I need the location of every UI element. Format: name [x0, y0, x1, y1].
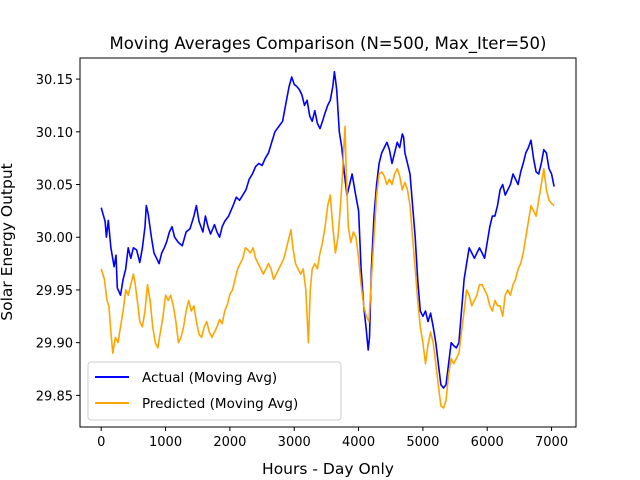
y-tick-label: 30.15	[36, 73, 73, 88]
legend-box	[87, 361, 342, 421]
y-tick-label: 29.85	[36, 389, 73, 404]
plot-frame	[79, 57, 577, 428]
series-line-predicted	[100, 125, 555, 409]
y-tick-label: 29.95	[36, 284, 73, 299]
x-tick-label: 3000	[278, 435, 311, 450]
x-tick-label: 1000	[149, 435, 182, 450]
x-tick-label: 2000	[213, 435, 246, 450]
x-tick-label: 6000	[471, 435, 504, 450]
y-axis: 29.85 29.90 29.95 30.00 30.05 30.10 30.15	[36, 73, 80, 404]
y-tick-label: 30.10	[36, 126, 73, 141]
x-tick-label: 5000	[406, 435, 439, 450]
x-tick-label: 4000	[342, 435, 375, 450]
x-axis-label: Hours - Day Only	[262, 460, 394, 478]
chart-title: Moving Averages Comparison (N=500, Max_I…	[110, 34, 547, 54]
legend-label-predicted: Predicted (Moving Avg)	[142, 396, 298, 412]
x-tick-label: 0	[97, 435, 105, 450]
series-layer	[100, 70, 555, 409]
y-tick-label: 30.00	[36, 231, 73, 246]
y-tick-label: 29.90	[36, 337, 73, 352]
y-axis-label: Solar Energy Output	[0, 163, 16, 320]
legend: Actual (Moving Avg) Predicted (Moving Av…	[87, 361, 342, 421]
x-axis: 0 1000 2000 3000 4000 5000 6000 7000	[97, 427, 568, 450]
x-tick-label: 7000	[535, 435, 568, 450]
legend-label-actual: Actual (Moving Avg)	[142, 370, 277, 386]
series-line-actual	[100, 70, 555, 389]
y-tick-label: 30.05	[36, 179, 73, 194]
